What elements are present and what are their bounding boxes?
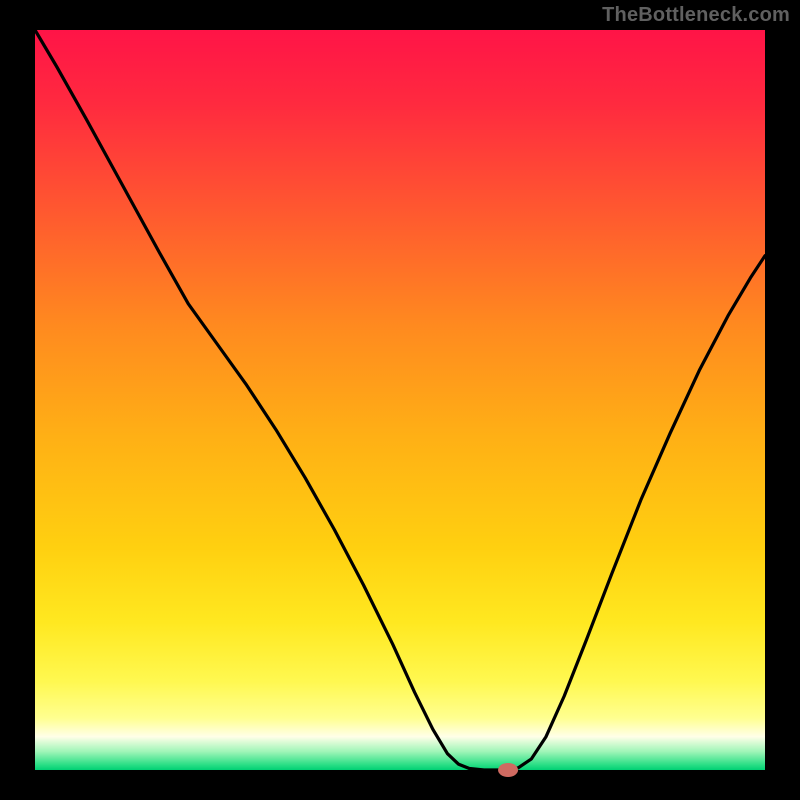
optimum-marker (498, 763, 518, 777)
chart-frame: TheBottleneck.com (0, 0, 800, 800)
watermark-text: TheBottleneck.com (602, 4, 790, 27)
bottleneck-chart (0, 0, 800, 800)
